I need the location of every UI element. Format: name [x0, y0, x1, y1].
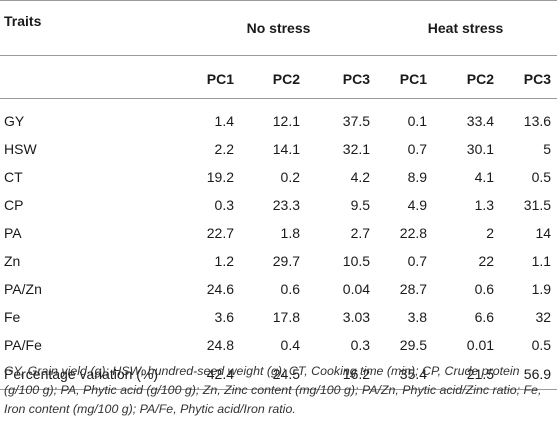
trait-name: PA/Fe	[4, 337, 42, 353]
table-cell: 1.8	[280, 225, 300, 241]
table-cell: 3.6	[214, 309, 234, 325]
table-cell: 0.3	[214, 197, 234, 213]
table-row: Fe 3.6 17.8 3.03 3.8 6.6 32	[0, 303, 557, 331]
table-cell: 2	[486, 225, 495, 241]
table-cell: 0.3	[350, 337, 371, 353]
pc-header: PC2	[433, 55, 501, 99]
table-cell: 0.1	[407, 113, 428, 129]
table-cell: 42.4	[183, 359, 240, 390]
table-cell: 24.5	[240, 359, 306, 390]
traits-table: Traits No stress Heat stress PC1 PC2 PC3…	[0, 0, 557, 390]
table-cell: 2.7	[350, 225, 371, 241]
group-header-heat-stress: Heat stress	[376, 0, 557, 56]
table-cell: 0.04	[342, 281, 371, 297]
table-cell: 1.3	[474, 197, 495, 213]
table-cell: 22.8	[399, 225, 428, 241]
trait-name: GY	[4, 113, 25, 129]
table-row: GY 1.4 12.1 37.5 0.1 33.4 13.6	[0, 107, 557, 135]
header-blank	[0, 55, 183, 99]
table-row: CP 0.3 23.3 9.5 4.9 1.3 31.5	[0, 191, 557, 219]
table-cell: 22	[478, 253, 495, 269]
table-cell: 21.5	[433, 359, 501, 390]
trait-name: Zn	[4, 253, 21, 269]
table-cell: 24.8	[206, 337, 234, 353]
table-row: PA/Zn 24.6 0.6 0.04 28.7 0.6 1.9	[0, 275, 557, 303]
table-cell: 0.7	[407, 253, 428, 269]
trait-name: CP	[4, 197, 24, 213]
pc-header: PC1	[376, 55, 434, 99]
table-footnote: GY, Grain yield (g); HSW, hundred-seed w…	[4, 364, 542, 416]
pc-header: PC3	[500, 55, 557, 99]
table-row: Zn 1.2 29.7 10.5 0.7 22 1.1	[0, 247, 557, 275]
pc-header: PC3	[306, 55, 377, 99]
table-cell: 3.8	[407, 309, 428, 325]
table-cell: 32	[535, 309, 552, 325]
group-header-no-stress: No stress	[183, 0, 377, 56]
table-cell: 6.6	[474, 309, 495, 325]
table-cell: 0.7	[407, 141, 428, 157]
table-cell: 22.7	[206, 225, 234, 241]
traits-column-header: Traits	[0, 0, 183, 56]
table-cell: 13.6	[523, 113, 552, 129]
table-row: PA 22.7 1.8 2.7 22.8 2 14	[0, 219, 557, 247]
table-cell: 0.2	[280, 169, 300, 185]
table-cell: 12.1	[272, 113, 300, 129]
table-cell: 3.03	[342, 309, 371, 325]
table-cell: 1.4	[214, 113, 234, 129]
table-cell: 0.4	[280, 337, 300, 353]
table-cell: 16.2	[306, 359, 377, 390]
table-cell: 14	[535, 225, 552, 241]
table-cell: 14.1	[272, 141, 300, 157]
table-cell: 10.5	[342, 253, 371, 269]
table-row: CT 19.2 0.2 4.2 8.9 4.1 0.5	[0, 163, 557, 191]
table-cell: 30.1	[466, 141, 495, 157]
trait-name: HSW	[4, 141, 37, 157]
table-cell: 4.9	[407, 197, 428, 213]
table-cell: 37.5	[342, 113, 371, 129]
table-cell: 19.2	[206, 169, 234, 185]
table-cell: 2.2	[214, 141, 234, 157]
table-cell: 23.3	[272, 197, 300, 213]
table-cell: 0.5	[531, 337, 552, 353]
table-cell: 1.2	[214, 253, 234, 269]
trait-name: PA/Zn	[4, 281, 42, 297]
table-cell: 8.9	[407, 169, 428, 185]
table-cell: 5	[543, 141, 552, 157]
table-cell: 33.4	[466, 113, 495, 129]
trait-name: Fe	[4, 309, 21, 325]
table-cell: 56.9	[500, 359, 557, 390]
table-cell: 29.7	[272, 253, 300, 269]
table-cell: 4.1	[474, 169, 495, 185]
trait-name: CT	[4, 169, 23, 185]
pc-header: PC1	[183, 55, 240, 99]
table-cell: 24.6	[206, 281, 234, 297]
table-cell: 17.8	[272, 309, 300, 325]
table-cell: 1.1	[531, 253, 552, 269]
table-cell: 31.5	[523, 197, 552, 213]
table-cell: 0.6	[474, 281, 495, 297]
table-cell: 32.1	[342, 141, 371, 157]
trait-name: PA	[4, 225, 22, 241]
table-row: HSW 2.2 14.1 32.1 0.7 30.1 5	[0, 135, 557, 163]
table-cell: 0.6	[280, 281, 300, 297]
pc-header: PC2	[240, 55, 306, 99]
table-cell: 1.9	[531, 281, 552, 297]
table-cell: 35.4	[376, 359, 434, 390]
table-row: Percentage variation (%) 42.4 24.5 16.2 35.4…	[0, 359, 557, 390]
table-cell: 9.5	[350, 197, 371, 213]
table-cell: 0.01	[466, 337, 495, 353]
table-row: PA/Fe 24.8 0.4 0.3 29.5 0.01 0.5	[0, 331, 557, 359]
table-cell: 4.2	[350, 169, 371, 185]
table-cell: 28.7	[399, 281, 428, 297]
table-body: GY 1.4 12.1 37.5 0.1 33.4 13.6 HSW 2.2 14.1 32.1 0.…	[0, 99, 557, 390]
table-cell: 29.5	[399, 337, 428, 353]
trait-name: Percentage variation (%)	[0, 359, 183, 390]
table-cell: 0.5	[531, 169, 552, 185]
